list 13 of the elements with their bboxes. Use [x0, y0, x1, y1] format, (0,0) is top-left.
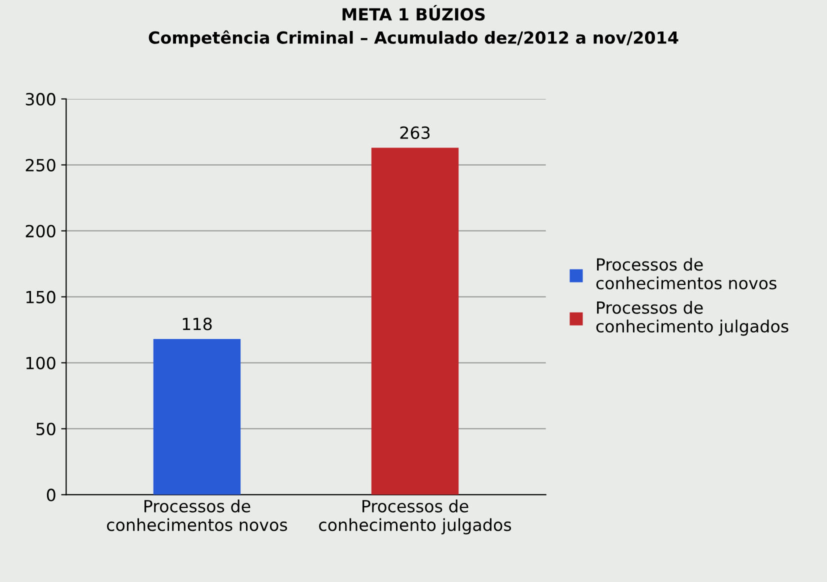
y-tick-label: 200	[26, 224, 56, 238]
y-tick-label: 150	[26, 290, 56, 304]
y-tick-label: 250	[26, 158, 56, 172]
y-tick-label: 300	[26, 92, 56, 106]
chart-subtitle: Competência Criminal – Acumulado dez/2012 a nov/2014	[148, 30, 678, 48]
legend-label: Processos de conhecimentos novos	[596, 258, 776, 290]
legend-label: Processos de conhecimento julgados	[596, 300, 788, 336]
y-tick-label: 0	[46, 488, 56, 502]
data-label: 118	[182, 318, 212, 330]
chart-title: META 1 BÚZIOS	[342, 4, 485, 21]
y-tick-label: 50	[36, 422, 56, 436]
y-tick-label: 100	[26, 356, 56, 370]
data-label: 263	[400, 126, 430, 139]
